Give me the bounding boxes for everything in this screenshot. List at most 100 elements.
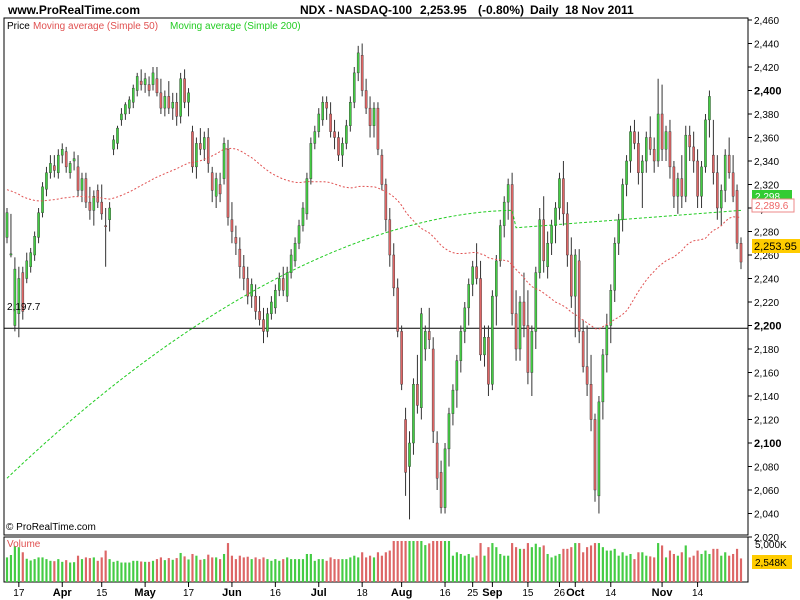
- volume-bar: [668, 550, 672, 582]
- candle-body: [676, 178, 680, 197]
- volume-bar: [586, 547, 589, 582]
- volume-bar: [463, 555, 466, 582]
- volume-bar: [728, 555, 731, 582]
- candle-body: [475, 266, 478, 279]
- volume-bar: [589, 545, 593, 582]
- x-tick-label: Nov: [652, 587, 674, 599]
- volume-bar: [530, 547, 533, 582]
- volume-bar: [739, 558, 743, 582]
- volume-panel: [3, 536, 749, 583]
- volume-bar: [617, 555, 620, 582]
- volume-bar: [21, 552, 24, 582]
- volume-bar: [13, 546, 16, 582]
- volume-bar: [29, 560, 32, 582]
- candle-body: [92, 196, 96, 211]
- candle-body: [313, 131, 317, 144]
- candle-body: [301, 207, 305, 226]
- candle-body: [96, 190, 100, 203]
- candle-body: [309, 143, 313, 179]
- volume-bar: [672, 553, 675, 582]
- volume-bar: [301, 559, 305, 582]
- candle-body: [5, 212, 9, 238]
- volume-bar: [147, 561, 151, 582]
- candle-body: [392, 254, 396, 289]
- candle-body: [573, 254, 577, 297]
- candle-body: [80, 178, 84, 191]
- volume-bar: [96, 560, 99, 582]
- candle-body: [179, 78, 182, 117]
- volume-bar: [692, 555, 695, 582]
- volume-bar: [65, 560, 68, 582]
- volume-bar: [487, 547, 490, 582]
- volume-bar: [112, 561, 115, 582]
- volume-bar: [357, 557, 360, 582]
- candle-body: [210, 172, 214, 191]
- candle-body: [700, 166, 703, 197]
- y-tick-label: 2,160: [754, 369, 779, 380]
- volume-bar: [325, 560, 328, 582]
- candle-body: [471, 266, 474, 285]
- volume-bar: [428, 543, 431, 582]
- volume-bar: [396, 541, 399, 582]
- volume-bar: [511, 543, 514, 582]
- site-link[interactable]: www.ProRealTime.com: [7, 3, 140, 17]
- last-price-tag-text: 2,253.95: [754, 241, 797, 253]
- x-tick-label: Jul: [311, 587, 327, 599]
- candle-body: [84, 178, 88, 203]
- volume-bar: [305, 553, 308, 582]
- volume-bar: [708, 553, 711, 582]
- volume-bar: [104, 550, 107, 582]
- volume-bar: [33, 559, 36, 582]
- volume-bar: [258, 559, 261, 582]
- x-tick-label: 18: [357, 588, 369, 599]
- candle-body: [581, 331, 585, 367]
- candle-body: [120, 113, 123, 121]
- candle-body: [360, 55, 364, 91]
- volume-bar: [688, 557, 691, 582]
- candle-body: [345, 125, 348, 144]
- volume-bar: [380, 555, 383, 582]
- candle-body: [21, 272, 25, 312]
- hline-label: 2,197.7: [7, 302, 41, 313]
- candle-body: [349, 102, 352, 126]
- candle-body: [637, 143, 640, 173]
- volume-bar: [234, 559, 237, 582]
- volume-bar: [574, 543, 577, 582]
- y-tick-label: 2,460: [754, 16, 779, 27]
- candle-body: [191, 131, 194, 168]
- candle-body: [206, 137, 210, 164]
- candle-body: [112, 139, 115, 150]
- candle-body: [487, 337, 490, 385]
- candle-body: [554, 207, 557, 226]
- y-tick-label: 2,320: [754, 181, 779, 192]
- candle-body: [13, 268, 17, 326]
- volume-bar: [700, 553, 703, 582]
- volume-bar: [605, 550, 608, 582]
- volume-bar: [451, 555, 455, 582]
- candle-body: [491, 295, 494, 385]
- volume-bar: [293, 559, 297, 582]
- y-tick-label: 2,140: [754, 392, 779, 403]
- candle-body: [570, 254, 573, 297]
- volume-bar: [242, 557, 245, 582]
- volume-bar: [270, 560, 273, 582]
- candle-body: [719, 190, 723, 209]
- volume-bar: [290, 559, 293, 582]
- legend-price: Price: [7, 21, 30, 32]
- x-tick-label: 14: [692, 588, 704, 599]
- volume-bar: [266, 559, 269, 582]
- price-panel: [3, 17, 749, 536]
- volume-bar: [124, 562, 127, 582]
- x-tick-label: 16: [439, 588, 451, 599]
- volume-bar: [159, 557, 162, 582]
- volume-bar: [211, 557, 214, 582]
- volume-bar: [593, 543, 597, 582]
- volume-bar: [349, 557, 352, 582]
- candle-body: [550, 225, 553, 244]
- y-tick-label: 2,400: [754, 86, 782, 98]
- last-price: 2,253.95: [420, 3, 467, 17]
- candle-body: [108, 207, 111, 220]
- volume-bar: [443, 541, 447, 582]
- volume-bar: [637, 552, 640, 582]
